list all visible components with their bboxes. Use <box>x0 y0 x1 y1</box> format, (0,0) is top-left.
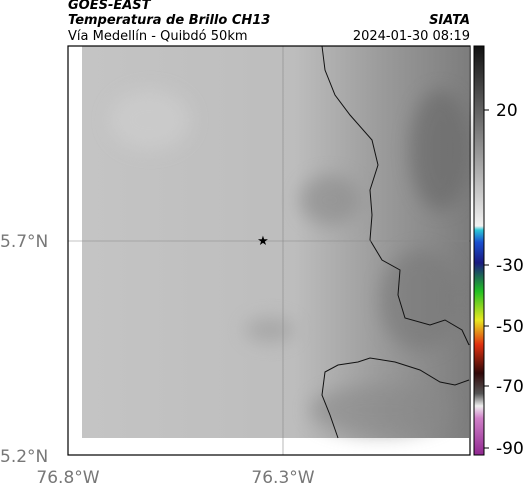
colorbar-tick: -50 <box>496 317 524 337</box>
title: Temperatura de Brillo CH13 <box>68 13 270 28</box>
source: GOES-EAST <box>68 0 152 13</box>
datetime: 2024-01-30 08:19 <box>353 29 470 44</box>
colorbar: 20 -30 -50 -70 -90 <box>473 45 524 459</box>
lat-label: 5.7°N <box>0 232 48 252</box>
city-marker: ★ <box>257 234 269 249</box>
subtitle: Vía Medellín - Quibdó 50km <box>68 29 248 44</box>
colorbar-tick: -30 <box>496 256 524 276</box>
colorbar-tick: -70 <box>496 377 524 397</box>
lon-label: 76.3°W <box>251 468 314 488</box>
colorbar-tick: 20 <box>496 101 518 121</box>
colorbar-tick: -90 <box>496 439 524 459</box>
axis-labels: 5.7°N 5.2°N 76.8°W 76.3°W <box>0 232 315 488</box>
imagery: ★ <box>67 45 471 456</box>
lat-label: 5.2°N <box>0 447 48 467</box>
header: GOES-EAST Temperatura de Brillo CH13 Vía… <box>68 0 470 44</box>
org: SIATA <box>429 13 470 28</box>
lon-label: 76.8°W <box>36 468 99 488</box>
